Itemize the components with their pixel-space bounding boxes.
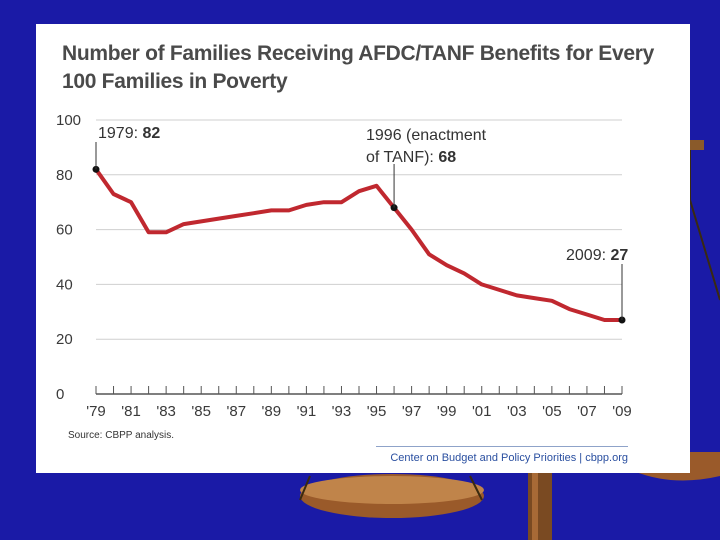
annotation-1996-line2: of TANF): 68 (366, 149, 456, 166)
x-tick-label: '81 (121, 403, 141, 420)
x-tick-label: '91 (297, 403, 317, 420)
footer-divider (376, 446, 628, 447)
x-tick-label: '89 (262, 403, 282, 420)
y-tick-label: 0 (56, 386, 64, 403)
scale-hook (690, 140, 704, 150)
annotation-1996-line1: 1996 (enactment (366, 127, 487, 144)
y-tick-label: 100 (56, 112, 81, 129)
x-tick-label: '07 (577, 403, 597, 420)
scale-pan-left-rim (300, 476, 484, 504)
line-chart: 0 20 40 60 80 100 '79 '81 '83 '85 '87 '89 '91 '93 '95 '… (56, 112, 632, 420)
x-tick-label: '85 (191, 403, 211, 420)
scale-pillar-highlight (532, 455, 538, 540)
x-tick-label: '95 (367, 403, 387, 420)
y-tick-label: 40 (56, 276, 73, 293)
scale-chain-left (299, 475, 483, 501)
y-tick-label: 80 (56, 167, 73, 184)
x-tick-label: '83 (156, 403, 176, 420)
x-tick-label: '79 (86, 403, 106, 420)
y-tick-label: 20 (56, 331, 73, 348)
x-tick-label: '99 (437, 403, 457, 420)
x-tick-label: '97 (402, 403, 422, 420)
x-tick-label: '09 (612, 403, 632, 420)
scale-chain-right (689, 140, 720, 301)
x-tick-label: '05 (542, 403, 562, 420)
annotation-2009: 2009: 27 (566, 247, 628, 264)
x-tick-label: '01 (472, 403, 492, 420)
chart-source: Source: CBPP analysis. (68, 430, 174, 441)
chart-title: Number of Families Receiving AFDC/TANF B… (62, 42, 655, 93)
annotation-1979: 1979: 82 (98, 125, 160, 142)
x-tick-label: '87 (226, 403, 246, 420)
series-line (94, 167, 624, 322)
chart-footer: Center on Budget and Policy Priorities |… (390, 452, 628, 464)
y-tick-label: 60 (56, 222, 73, 239)
x-tick-label: '03 (507, 403, 527, 420)
chart-card: Number of Families Receiving AFDC/TANF B… (36, 24, 690, 473)
x-tick-label: '93 (332, 403, 352, 420)
